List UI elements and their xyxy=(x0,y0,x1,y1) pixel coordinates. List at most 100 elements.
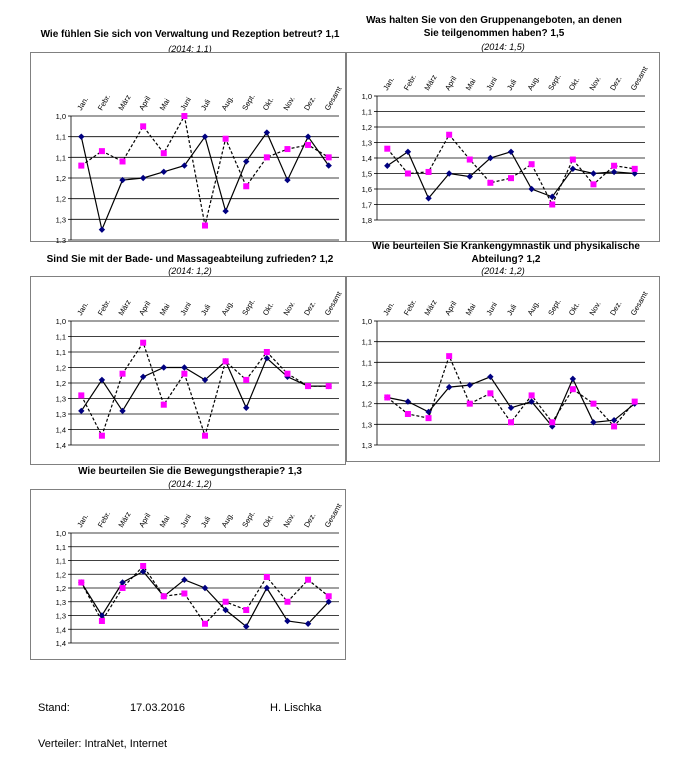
series-line-2014 xyxy=(386,354,636,428)
data-point-2015 xyxy=(610,417,618,424)
data-point-2015 xyxy=(549,193,556,200)
data-point-2014 xyxy=(160,401,167,408)
x-tick-label: Gesamt xyxy=(629,64,650,92)
y-tick-label: 1,2 xyxy=(362,123,372,132)
x-tick-label: Dez. xyxy=(608,74,624,92)
data-point-2015 xyxy=(139,568,147,575)
chart-plot: 1,0 1,1 1,1 1,2 1,2 1,3 1,3 1,4 1,4 Jan. Febr. März… xyxy=(56,289,344,450)
x-tick-label: April xyxy=(137,94,152,112)
data-point-2015 xyxy=(119,407,126,415)
data-point-2014 xyxy=(181,590,188,597)
data-point-2014 xyxy=(98,618,105,624)
chart-title: Sind Sie mit der Bade- und Massageabteil… xyxy=(46,254,334,265)
x-tick-label: März xyxy=(116,510,132,529)
y-tick-label: 1,3 xyxy=(56,410,66,419)
data-point-2014 xyxy=(508,175,514,182)
footer-stand-label: Stand: xyxy=(38,702,70,714)
data-point-2015 xyxy=(590,170,597,177)
series-line-2015 xyxy=(386,150,635,200)
x-tick-label: Aug. xyxy=(220,299,236,317)
x-tick-label: Juni xyxy=(178,300,193,317)
data-point-2014 xyxy=(202,222,208,229)
y-tick-label: 1,3 xyxy=(362,420,372,429)
chart-plot: 1,0 1,1 1,1 1,2 1,2 1,3 1,3 Jan. Febr. März April M… xyxy=(56,84,344,243)
data-point-2014 xyxy=(78,162,85,169)
y-tick-label: 1,7 xyxy=(362,201,372,210)
chart-frame: 1,0 1,1 1,1 1,2 1,2 1,3 1,3 Jan. Febr. März April M… xyxy=(30,52,346,243)
data-point-2014 xyxy=(305,383,312,390)
data-point-2015 xyxy=(610,168,618,176)
y-tick-label: 1,1 xyxy=(56,543,66,552)
x-tick-label: Gesamt xyxy=(323,84,344,112)
y-tick-label: 1,2 xyxy=(362,400,372,409)
x-tick-label: Jan. xyxy=(381,300,396,317)
data-point-2014 xyxy=(222,598,229,605)
y-tick-label: 1,0 xyxy=(56,317,66,326)
data-point-2015 xyxy=(139,373,147,380)
y-tick-label: 1,0 xyxy=(56,112,66,121)
data-point-2014 xyxy=(631,165,638,172)
y-tick-label: 1,4 xyxy=(56,639,66,648)
chart-bewegungstherapie: Wie beurteilen Sie die Bewegungstherapie… xyxy=(30,462,350,660)
y-tick-label: 1,1 xyxy=(56,333,66,342)
x-tick-label: Aug. xyxy=(220,94,236,112)
data-point-2015 xyxy=(569,375,577,383)
data-point-2015 xyxy=(201,584,209,592)
y-tick-label: 1,0 xyxy=(362,92,372,101)
x-tick-label: Okt. xyxy=(567,301,582,317)
data-point-2014 xyxy=(284,146,291,153)
data-point-2014 xyxy=(78,392,85,399)
footer-date: 17.03.2016 xyxy=(130,702,186,714)
data-point-2014 xyxy=(466,400,473,407)
data-point-2014 xyxy=(140,123,147,130)
x-tick-label: Mai xyxy=(158,302,172,317)
chart-frame: 1,0 1,1 1,2 1,3 1,4 1,5 1,6 1,7 1,8 Jan. Febr. März… xyxy=(346,52,660,242)
data-point-2014 xyxy=(305,141,312,148)
data-point-2015 xyxy=(98,612,106,619)
series-line-2015 xyxy=(80,357,329,413)
chart-title: Wie beurteilen Sie Krankengymnastik und … xyxy=(372,241,640,265)
x-tick-label: Gesamt xyxy=(323,289,344,317)
y-tick-label: 1,0 xyxy=(56,529,66,538)
data-point-2015 xyxy=(98,376,106,384)
data-point-2015 xyxy=(78,133,85,140)
x-tick-label: Juli xyxy=(505,302,519,317)
chart-gruppenangebote: Was halten Sie von den Gruppenangeboten,… xyxy=(346,8,660,242)
x-tick-label: Okt. xyxy=(567,76,582,92)
chart-subtitle: (2014: 1,2) xyxy=(168,266,212,276)
data-point-2015 xyxy=(160,364,167,371)
x-tick-label: Jan. xyxy=(75,95,90,112)
y-tick-label: 1,3 xyxy=(56,612,66,621)
data-point-2015 xyxy=(222,606,229,614)
x-tick-label: Juni xyxy=(178,512,193,529)
data-point-2014 xyxy=(202,432,208,439)
x-tick-label: Dez. xyxy=(302,94,318,112)
data-point-2014 xyxy=(160,593,167,600)
data-point-2015 xyxy=(404,148,412,155)
data-point-2015 xyxy=(243,404,250,411)
x-tick-label: Nov. xyxy=(281,512,296,529)
chart-plot: 1,0 1,1 1,2 1,3 1,4 1,5 1,6 1,7 1,8 Jan. Febr. März… xyxy=(362,64,650,225)
x-tick-label: Juli xyxy=(505,77,519,92)
data-point-2015 xyxy=(284,617,291,625)
data-point-2014 xyxy=(569,156,576,163)
data-point-2015 xyxy=(181,576,188,583)
data-point-2014 xyxy=(78,579,85,586)
data-point-2014 xyxy=(325,383,332,390)
x-tick-label: Jan. xyxy=(75,512,90,529)
x-tick-label: Juli xyxy=(199,302,213,317)
data-point-2014 xyxy=(243,607,250,613)
data-point-2015 xyxy=(181,364,188,371)
data-point-2014 xyxy=(404,411,411,417)
data-point-2014 xyxy=(528,392,535,399)
data-point-2015 xyxy=(201,133,209,140)
x-tick-label: April xyxy=(137,299,152,317)
y-tick-label: 1,2 xyxy=(56,195,66,204)
footer-verteiler: Verteiler: IntraNet, Internet xyxy=(38,738,168,750)
data-point-2014 xyxy=(590,181,597,188)
data-point-2014 xyxy=(487,390,494,397)
x-tick-label: Okt. xyxy=(261,96,276,112)
series-line-2015 xyxy=(387,376,636,428)
x-tick-label: Gesamt xyxy=(323,501,344,529)
y-tick-label: 1,1 xyxy=(56,153,66,162)
